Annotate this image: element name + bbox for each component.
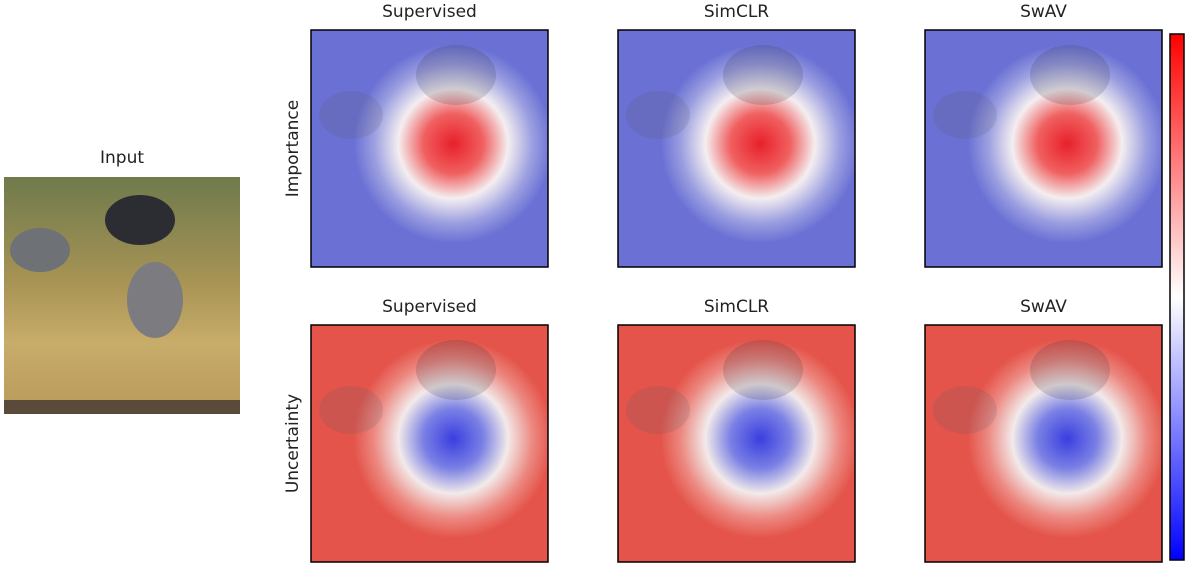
row-label: Importance (283, 100, 303, 197)
heatmap-panel (310, 324, 549, 563)
panel-title: SimCLR (704, 2, 769, 22)
heatmap-panel (617, 29, 856, 268)
panel-frame (310, 29, 549, 268)
elephant-shadow (319, 91, 383, 139)
heatmap (311, 30, 548, 267)
panel-frame (310, 324, 549, 563)
input-title: Input (100, 148, 144, 168)
panel-frame (617, 29, 856, 268)
heatmap (925, 325, 1162, 562)
heatmap (618, 325, 855, 562)
heatmap-panel (924, 29, 1163, 268)
elephant-front (127, 262, 183, 338)
panel-title: Supervised (382, 297, 477, 317)
elephant-shadow (723, 45, 803, 105)
elephant-shadow (626, 91, 690, 139)
elephant-shadow (1030, 340, 1110, 400)
elephant-shadow (319, 386, 383, 434)
ground (4, 400, 240, 414)
elephant-dark (105, 195, 175, 245)
input-image (4, 177, 240, 414)
heatmap (311, 325, 548, 562)
elephant-shadow (1030, 45, 1110, 105)
elephant-shadow (933, 386, 997, 434)
elephant-left (10, 228, 70, 272)
elephant-shadow (626, 386, 690, 434)
elephant-shadow (416, 45, 496, 105)
elephant-shadow (416, 340, 496, 400)
panel-frame (617, 324, 856, 563)
panel-title: Supervised (382, 2, 477, 22)
elephant-shadow (723, 340, 803, 400)
panel-frame (924, 324, 1163, 563)
elephant-shadow (933, 91, 997, 139)
heatmap (925, 30, 1162, 267)
heatmap-panel (924, 324, 1163, 563)
panel-frame (924, 29, 1163, 268)
panel-title: SwAV (1020, 297, 1067, 317)
panel-title: SimCLR (704, 297, 769, 317)
panel-title: SwAV (1020, 2, 1067, 22)
colorbar (1169, 33, 1185, 561)
row-label: Uncertainty (283, 394, 303, 493)
heatmap-panel (617, 324, 856, 563)
heatmap-panel (310, 29, 549, 268)
heatmap (618, 30, 855, 267)
